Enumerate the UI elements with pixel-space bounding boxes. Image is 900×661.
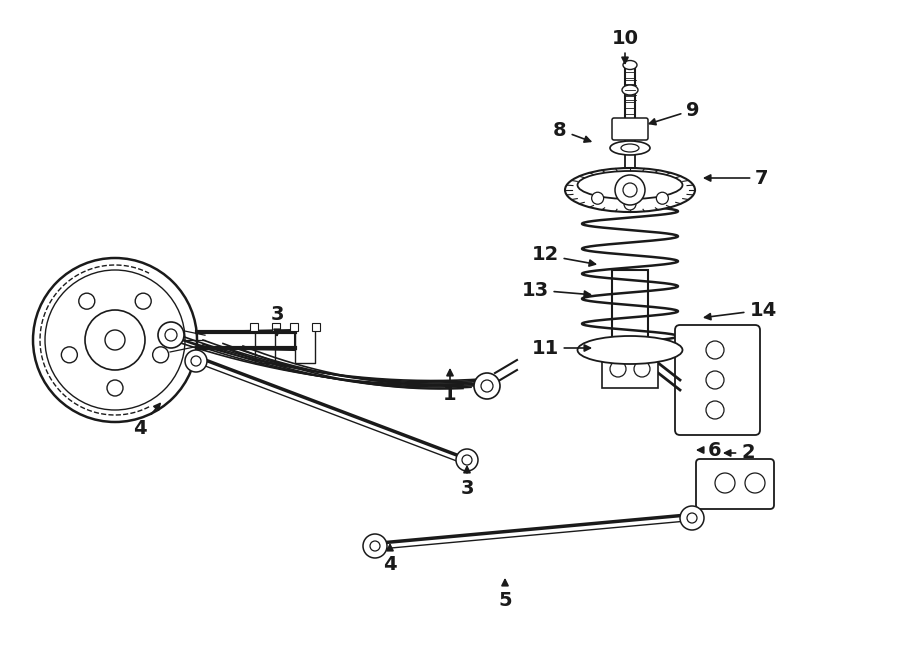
Bar <box>250 323 258 331</box>
FancyBboxPatch shape <box>612 118 648 140</box>
Bar <box>312 323 320 331</box>
Circle shape <box>624 198 636 210</box>
Circle shape <box>158 322 184 348</box>
FancyBboxPatch shape <box>675 325 760 435</box>
Ellipse shape <box>621 144 639 152</box>
FancyBboxPatch shape <box>696 459 774 509</box>
Ellipse shape <box>623 61 637 69</box>
Text: 13: 13 <box>521 280 590 299</box>
Text: 8: 8 <box>554 120 590 142</box>
Bar <box>290 323 298 331</box>
Bar <box>602 350 658 388</box>
Text: 12: 12 <box>531 245 596 266</box>
Ellipse shape <box>565 168 695 212</box>
Text: 14: 14 <box>705 301 777 320</box>
Circle shape <box>474 373 500 399</box>
Text: 3: 3 <box>460 467 473 498</box>
Text: 11: 11 <box>531 338 590 358</box>
Text: 10: 10 <box>611 28 638 63</box>
Ellipse shape <box>578 336 682 364</box>
Circle shape <box>363 534 387 558</box>
Circle shape <box>591 192 604 204</box>
Circle shape <box>456 449 478 471</box>
Text: 7: 7 <box>705 169 769 188</box>
Bar <box>612 270 648 385</box>
Circle shape <box>656 192 669 204</box>
Ellipse shape <box>610 141 650 155</box>
Bar <box>272 323 280 331</box>
Ellipse shape <box>578 171 682 199</box>
Text: 9: 9 <box>650 100 700 125</box>
Circle shape <box>185 350 207 372</box>
Text: 4: 4 <box>133 404 160 438</box>
Text: 4: 4 <box>383 545 397 574</box>
Circle shape <box>680 506 704 530</box>
Text: 2: 2 <box>724 444 755 463</box>
Text: 3: 3 <box>270 305 284 335</box>
Circle shape <box>615 175 645 205</box>
Text: 1: 1 <box>443 369 457 405</box>
Text: 6: 6 <box>698 440 722 459</box>
Text: 5: 5 <box>499 580 512 609</box>
Polygon shape <box>197 330 295 350</box>
Ellipse shape <box>622 85 638 95</box>
